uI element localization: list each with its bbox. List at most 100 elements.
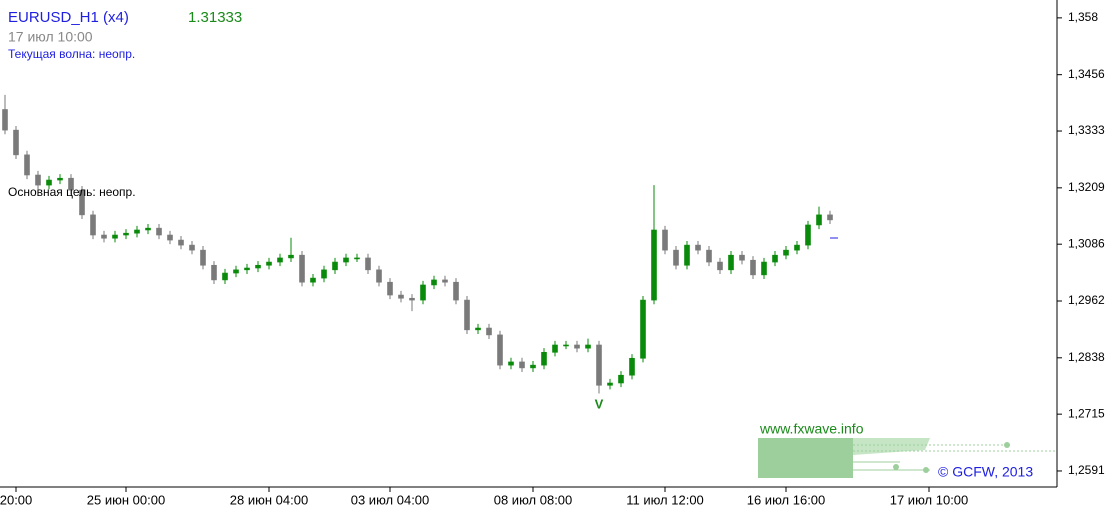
candle-body xyxy=(695,244,701,251)
chart-title: EURUSD_H1 (x4) xyxy=(8,9,129,26)
wave-mark: V xyxy=(595,396,604,411)
candle-body xyxy=(24,154,30,176)
candle-body xyxy=(79,189,85,216)
candle-body xyxy=(486,327,492,336)
candle-body xyxy=(365,257,371,271)
candle-body xyxy=(13,129,19,156)
candle-body xyxy=(750,259,756,276)
y-tick-label: 1,3086 xyxy=(1068,236,1105,250)
candle-body xyxy=(519,361,525,369)
candle-body xyxy=(288,254,294,259)
candle-body xyxy=(629,357,635,376)
y-tick-label: 1,2838 xyxy=(1068,350,1105,364)
candle-body xyxy=(475,327,481,331)
site-label: www.fxwave.info xyxy=(759,421,864,437)
candle-body xyxy=(46,179,52,186)
y-tick-label: 1,2962 xyxy=(1068,293,1105,307)
x-tick-label: 16 июл 16:00 xyxy=(747,492,826,507)
candle-body xyxy=(596,344,602,386)
last-price: 1.31333 xyxy=(188,9,242,26)
y-tick-label: 1,358 xyxy=(1068,10,1098,24)
candle-body xyxy=(717,261,723,271)
candle-body xyxy=(299,254,305,283)
y-tick-label: 1,3333 xyxy=(1068,123,1105,137)
candle-body xyxy=(640,299,646,359)
candle-body xyxy=(255,264,261,269)
candle-body xyxy=(233,269,239,274)
candle-body xyxy=(618,374,624,384)
y-tick-label: 1,2715 xyxy=(1068,406,1105,420)
candle-body xyxy=(761,261,767,276)
candle-body xyxy=(244,267,250,271)
candle-body xyxy=(552,344,558,353)
candle-body xyxy=(343,257,349,263)
candle-body xyxy=(651,229,657,301)
copyright: © GCFW, 2013 xyxy=(938,464,1033,480)
candle-body xyxy=(442,279,448,283)
x-tick-label: 11 июл 12:00 xyxy=(626,492,704,507)
candle-body xyxy=(706,249,712,263)
candle-body xyxy=(662,229,668,251)
candle-body xyxy=(123,232,129,236)
candle-body xyxy=(376,269,382,283)
candle-body xyxy=(728,254,734,271)
candle-body xyxy=(222,272,228,281)
logo-dot xyxy=(893,464,899,470)
candle-body xyxy=(354,257,360,260)
x-tick-label: 20:00 xyxy=(0,492,32,507)
logo-dot xyxy=(923,467,929,473)
candle-body xyxy=(508,361,514,366)
candle-body xyxy=(805,224,811,246)
main-target: Основная цель: неопр. xyxy=(8,185,136,199)
candle-body xyxy=(409,297,415,301)
candle-body xyxy=(794,244,800,251)
candle-body xyxy=(310,277,316,283)
candle-body xyxy=(101,234,107,239)
logo-decoration xyxy=(758,438,1055,478)
candle-body xyxy=(189,244,195,251)
candle-body xyxy=(167,234,173,241)
candle-body xyxy=(200,249,206,266)
x-tick-label: 17 июл 10:00 xyxy=(890,492,969,507)
candle-body xyxy=(277,257,283,263)
candle-body xyxy=(739,254,745,261)
candle-body xyxy=(453,281,459,301)
y-tick-label: 1,2591 xyxy=(1068,463,1105,477)
candle-body xyxy=(684,244,690,266)
candle-body xyxy=(178,239,184,246)
candle-body xyxy=(387,281,393,296)
y-tick-label: 1,3456 xyxy=(1068,67,1105,81)
candle-body xyxy=(673,249,679,266)
candle-body xyxy=(585,344,591,349)
x-tick-label: 25 июн 00:00 xyxy=(87,492,165,507)
candle-body xyxy=(497,334,503,366)
candle-body xyxy=(431,279,437,286)
candle-body xyxy=(134,229,140,234)
x-tick-label: 03 июл 04:00 xyxy=(351,492,430,507)
candle-body xyxy=(420,284,426,301)
candle-body xyxy=(156,227,162,236)
x-tick-label: 08 июл 08:00 xyxy=(494,492,573,507)
current-wave: Текущая волна: неопр. xyxy=(8,47,135,61)
candle-body xyxy=(398,294,404,299)
candle-body xyxy=(827,214,833,221)
candle-body xyxy=(772,254,778,263)
candle-body xyxy=(541,352,547,366)
candle-body xyxy=(90,214,96,236)
candle-body xyxy=(266,261,272,266)
y-tick-label: 1,3209 xyxy=(1068,180,1105,194)
candle-body xyxy=(607,382,613,386)
candle-body xyxy=(574,344,580,349)
candle-body xyxy=(783,249,789,256)
candle-body xyxy=(563,344,569,347)
candle-body xyxy=(816,214,822,226)
candle-body xyxy=(530,364,536,369)
x-tick-label: 28 июн 04:00 xyxy=(230,492,308,507)
candle-body xyxy=(35,174,41,186)
candle-body xyxy=(332,261,338,271)
candle-body xyxy=(321,269,327,279)
candle-body xyxy=(211,264,217,281)
logo-block xyxy=(758,438,853,478)
